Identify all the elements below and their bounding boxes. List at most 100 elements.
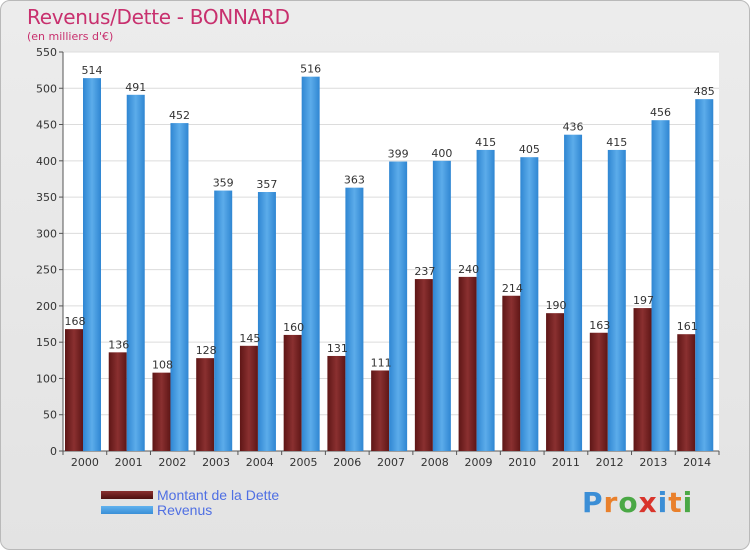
debt-value-label: 163 <box>589 319 610 332</box>
debt-bar <box>677 334 696 451</box>
y-tick-label: 300 <box>36 227 57 240</box>
revenue-bar <box>651 120 670 452</box>
debt-value-label: 108 <box>152 359 173 372</box>
x-tick-label: 2005 <box>290 456 318 469</box>
revenue-value-label: 405 <box>519 143 540 156</box>
logo-letter: o <box>618 486 639 519</box>
legend-label-debt: Montant de la Dette <box>157 487 280 503</box>
debt-bar <box>589 332 608 451</box>
logo-letter: P <box>582 486 604 519</box>
x-tick-label: 2013 <box>639 456 667 469</box>
chart-title: Revenus/Dette - BONNARD <box>27 5 290 29</box>
revenue-value-label: 359 <box>213 177 234 190</box>
debt-bar <box>65 329 83 451</box>
debt-bar <box>196 358 215 451</box>
y-tick-label: 100 <box>36 372 57 385</box>
y-tick-label: 200 <box>36 300 57 313</box>
bars-layer <box>65 76 714 452</box>
revenue-bar <box>83 78 101 451</box>
debt-value-label: 240 <box>458 263 479 276</box>
x-tick-label: 2004 <box>246 456 274 469</box>
debt-bar <box>546 313 565 451</box>
y-tick-label: 50 <box>43 409 57 422</box>
x-tick-label: 2007 <box>377 456 405 469</box>
x-tick-label: 2000 <box>71 456 99 469</box>
debt-value-label: 237 <box>414 265 435 278</box>
debt-value-label: 131 <box>327 342 348 355</box>
x-tick-label: 2006 <box>333 456 361 469</box>
revenue-bar <box>564 134 583 451</box>
debt-bar <box>458 276 477 451</box>
revenue-value-label: 485 <box>694 85 715 98</box>
revenue-value-label: 516 <box>300 63 321 76</box>
debt-value-label: 111 <box>371 356 392 369</box>
debt-bar <box>239 345 258 451</box>
revenue-value-label: 436 <box>563 121 584 134</box>
debt-bar <box>283 334 302 451</box>
revenue-bar <box>695 99 714 452</box>
revenue-bar <box>126 94 145 451</box>
revenue-value-label: 363 <box>344 174 365 187</box>
y-tick-label: 150 <box>36 336 57 349</box>
revenue-bar <box>257 192 276 451</box>
y-tick-label: 250 <box>36 264 57 277</box>
logo-letter: i <box>657 486 669 519</box>
revenue-value-label: 399 <box>388 148 409 161</box>
debt-value-label: 197 <box>633 294 654 307</box>
debt-value-label: 168 <box>65 315 86 328</box>
debt-value-label: 214 <box>502 282 523 295</box>
revenue-bar <box>607 149 626 451</box>
legend-swatch-revenue <box>101 506 153 514</box>
logo-letter: t <box>668 486 683 519</box>
x-tick-label: 2014 <box>683 456 711 469</box>
revenue-value-label: 415 <box>475 136 496 149</box>
proxiti-logo: Proxiti <box>582 486 693 519</box>
y-tick-label: 400 <box>36 155 57 168</box>
chart-subtitle: (en milliers d'€) <box>27 30 114 43</box>
revenue-value-label: 456 <box>650 106 671 119</box>
revenue-bar <box>301 76 320 451</box>
revenue-bar <box>476 149 495 451</box>
legend-swatch-debt <box>101 491 153 499</box>
debt-value-label: 136 <box>108 338 129 351</box>
logo-letter: i <box>682 486 694 519</box>
debt-bar <box>371 370 390 451</box>
labels-layer: 168 514 136 491 108 452 128 359 145 357 160 516 131 3… <box>65 63 715 372</box>
legend-label-revenue: Revenus <box>157 502 213 518</box>
revenue-value-label: 357 <box>256 178 277 191</box>
debt-value-label: 145 <box>239 332 260 345</box>
debt-value-label: 161 <box>677 320 698 333</box>
y-tick-label: 550 <box>36 46 57 59</box>
debt-bar <box>108 352 127 451</box>
revenue-bar <box>432 160 451 451</box>
y-tick-label: 500 <box>36 82 57 95</box>
y-tick-label: 350 <box>36 191 57 204</box>
x-tick-label: 2002 <box>158 456 186 469</box>
y-tick-label: 450 <box>36 119 57 132</box>
revenue-bar <box>214 190 233 451</box>
debt-bar <box>152 372 171 451</box>
debt-bar <box>414 279 433 451</box>
debt-bar <box>502 295 521 451</box>
logo-letter: r <box>603 486 619 519</box>
y-tick-label: 0 <box>50 445 57 458</box>
debt-value-label: 128 <box>196 344 217 357</box>
revenue-bar <box>389 161 408 451</box>
debt-bar <box>327 355 346 451</box>
debt-value-label: 160 <box>283 321 304 334</box>
debt-bar <box>633 308 652 451</box>
revenue-value-label: 415 <box>606 136 627 149</box>
x-tick-label: 2012 <box>596 456 624 469</box>
revenue-value-label: 514 <box>82 64 103 77</box>
revenue-bar <box>520 157 539 451</box>
revenue-value-label: 452 <box>169 109 190 122</box>
x-tick-label: 2009 <box>464 456 492 469</box>
x-tick-label: 2011 <box>552 456 580 469</box>
debt-value-label: 190 <box>546 299 567 312</box>
x-tick-label: 2001 <box>115 456 143 469</box>
x-tick-label: 2008 <box>421 456 449 469</box>
logo-letter: x <box>638 486 658 519</box>
revenue-bar <box>345 187 364 451</box>
